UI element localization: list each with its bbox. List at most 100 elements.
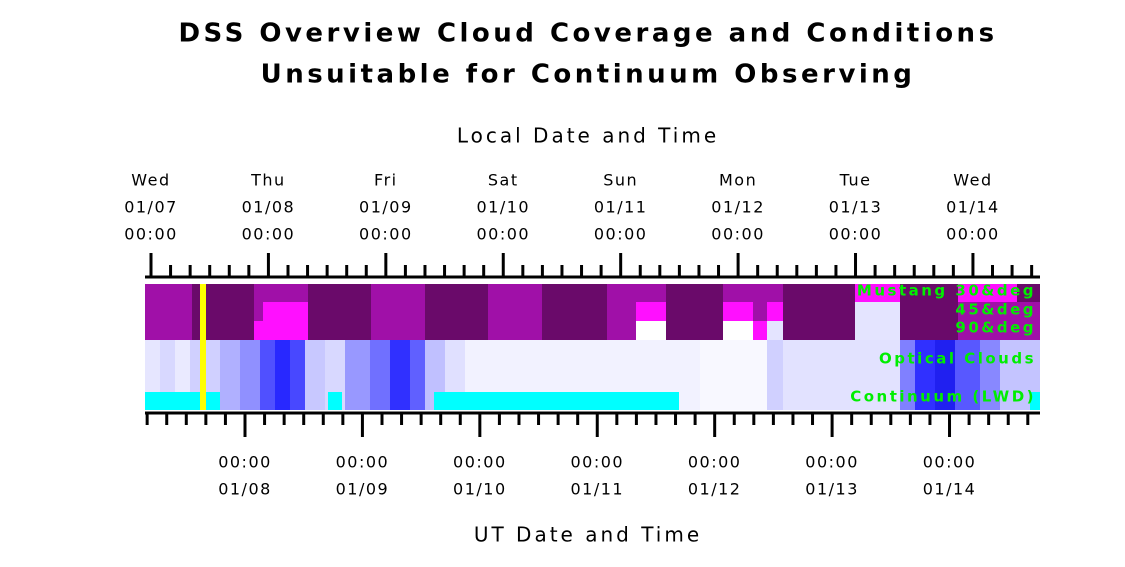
- top-tick-time: 00:00: [711, 225, 765, 244]
- cell: [254, 302, 263, 321]
- top-tick-date: 01/10: [476, 198, 530, 217]
- top-tick-day: Tue: [839, 171, 872, 190]
- cell: [723, 284, 753, 302]
- cell: [192, 284, 254, 302]
- cell: [192, 321, 254, 340]
- cell: [636, 321, 666, 340]
- cell: [855, 302, 900, 321]
- cell: [371, 302, 425, 321]
- cell: [425, 302, 488, 321]
- top-tick-day: Sat: [488, 171, 519, 190]
- cell: [767, 321, 783, 340]
- top-tick-date: 01/14: [946, 198, 1000, 217]
- cell: [955, 340, 980, 410]
- cell: [607, 284, 636, 302]
- cell: [200, 284, 206, 410]
- cell: [410, 340, 425, 410]
- top-tick-time: 00:00: [594, 225, 648, 244]
- top-tick-day: Fri: [374, 171, 398, 190]
- bottom-tick-date: 01/10: [453, 480, 507, 499]
- top-tick-time: 00:00: [242, 225, 296, 244]
- cell: [666, 302, 723, 321]
- bottom-tick-date: 01/14: [923, 480, 977, 499]
- cell: [390, 340, 410, 410]
- top-tick-date: 01/12: [711, 198, 765, 217]
- cell: [1030, 392, 1040, 410]
- cell: [767, 340, 783, 410]
- cell: [220, 340, 240, 410]
- cell: [308, 302, 371, 321]
- cell: [753, 284, 767, 302]
- cell: [723, 321, 753, 340]
- cell: [958, 302, 1017, 321]
- row-label: 45&deg: [955, 301, 1036, 319]
- bottom-tick-time: 00:00: [218, 453, 272, 472]
- cell: [145, 302, 192, 321]
- bottom-tick-date: 01/11: [570, 480, 624, 499]
- cell: [980, 340, 1000, 410]
- cell: [145, 392, 220, 410]
- bottom-tick-time: 00:00: [923, 453, 977, 472]
- bottom-tick-date: 01/08: [218, 480, 272, 499]
- cell: [263, 302, 308, 321]
- row-label: Mustang 30&deg: [857, 282, 1036, 300]
- cell: [783, 340, 900, 410]
- top-tick-time: 00:00: [476, 225, 530, 244]
- cell: [434, 392, 679, 410]
- cell: [275, 340, 290, 410]
- cell: [254, 321, 263, 340]
- cell: [263, 321, 308, 340]
- cell: [900, 340, 915, 410]
- cell: [1017, 321, 1040, 340]
- cell: [855, 321, 900, 340]
- top-tick-time: 00:00: [829, 225, 883, 244]
- top-tick-time: 00:00: [359, 225, 413, 244]
- top-tick-date: 01/11: [594, 198, 648, 217]
- cell: [305, 340, 325, 410]
- cell: [542, 284, 607, 302]
- cell: [767, 302, 783, 321]
- cell: [488, 302, 542, 321]
- cell: [783, 284, 855, 302]
- cell: [145, 284, 192, 302]
- cell: [900, 302, 958, 321]
- bottom-tick-time: 00:00: [570, 453, 624, 472]
- cell: [308, 321, 371, 340]
- cell: [1017, 284, 1040, 302]
- top-tick-day: Thu: [250, 171, 286, 190]
- row-label: Continuum (LWD): [850, 388, 1036, 406]
- cell: [488, 284, 542, 302]
- top-tick-day: Mon: [719, 171, 757, 190]
- bottom-axis-label: UT Date and Time: [474, 523, 702, 547]
- cell: [145, 321, 192, 340]
- cell: [260, 340, 275, 410]
- top-tick-date: 01/07: [124, 198, 178, 217]
- bottom-tick-time: 00:00: [336, 453, 390, 472]
- title: Unsuitable for Continuum Observing: [261, 60, 916, 90]
- cell: [254, 284, 263, 302]
- row-label: Optical Clouds: [879, 350, 1036, 368]
- bottom-tick-time: 00:00: [688, 453, 742, 472]
- top-tick-date: 01/13: [829, 198, 883, 217]
- cell: [370, 340, 390, 410]
- cell: [488, 321, 542, 340]
- cell: [192, 302, 254, 321]
- bottom-tick-time: 00:00: [805, 453, 859, 472]
- top-tick-date: 01/08: [242, 198, 296, 217]
- cell: [607, 302, 636, 321]
- cell: [783, 321, 855, 340]
- cell: [666, 321, 723, 340]
- top-tick-time: 00:00: [124, 225, 178, 244]
- top-tick-day: Wed: [131, 171, 170, 190]
- cell: [636, 302, 666, 321]
- cell: [783, 302, 855, 321]
- cell: [240, 340, 260, 410]
- cell: [958, 284, 1017, 302]
- title: DSS Overview Cloud Coverage and Conditio…: [178, 19, 997, 49]
- heatmap: [145, 284, 1040, 410]
- cell: [425, 321, 488, 340]
- top-tick-date: 01/09: [359, 198, 413, 217]
- cell: [958, 321, 1017, 340]
- cell: [371, 284, 425, 302]
